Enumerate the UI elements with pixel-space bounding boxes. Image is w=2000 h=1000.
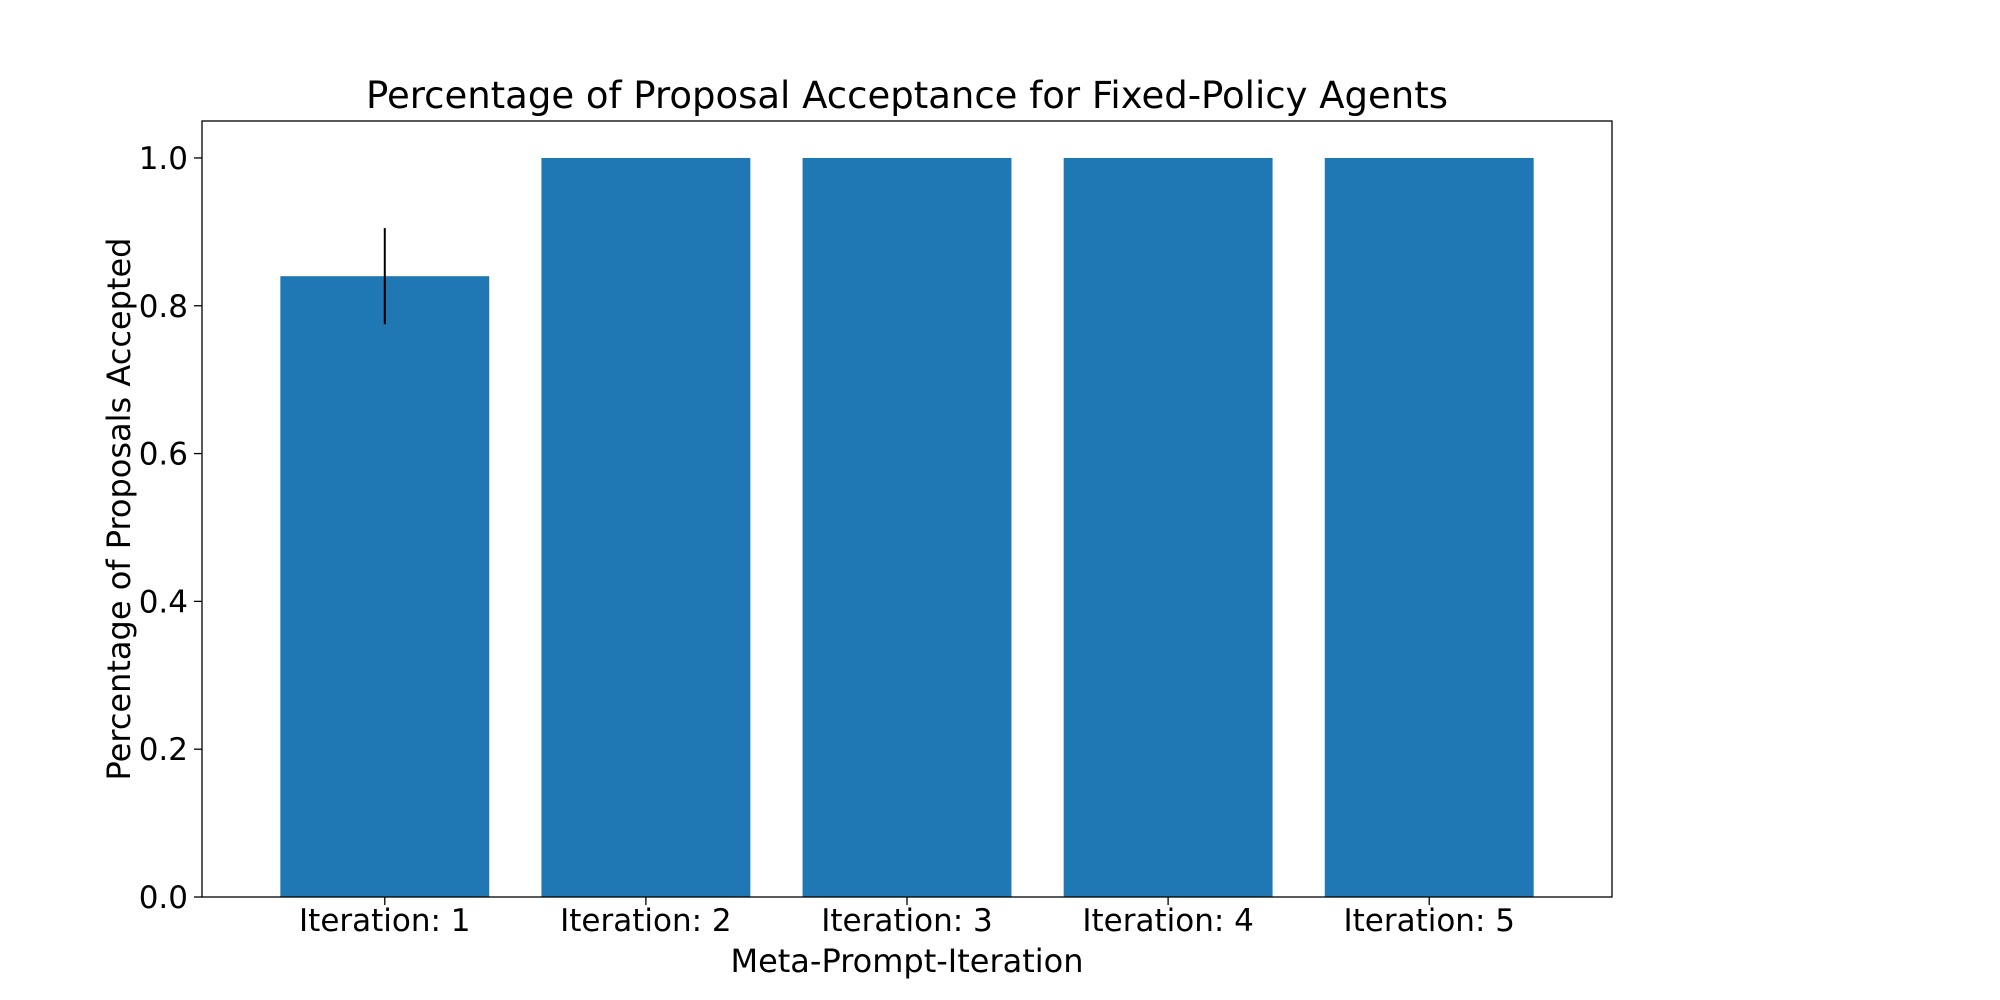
bar-5 bbox=[1324, 157, 1534, 897]
x-axis-label: Meta-Prompt-Iteration bbox=[730, 942, 1083, 980]
bar-1 bbox=[280, 276, 490, 897]
x-tick-label-3: Iteration: 3 bbox=[821, 903, 993, 939]
y-tick-label-1: 0.2 bbox=[139, 732, 188, 768]
x-tick-label-2: Iteration: 2 bbox=[560, 903, 732, 939]
bar-3 bbox=[802, 157, 1012, 897]
bars-group bbox=[280, 157, 1534, 897]
chart-title: Percentage of Proposal Acceptance for Fi… bbox=[366, 74, 1448, 117]
x-axis-ticks: Iteration: 1 Iteration: 2 Iteration: 3 Iter… bbox=[299, 897, 1515, 939]
y-axis-ticks: 0.0 0.2 0.4 0.6 0.8 1.0 bbox=[139, 141, 202, 916]
y-tick-label-0: 0.0 bbox=[139, 880, 188, 916]
x-tick-label-1: Iteration: 1 bbox=[299, 903, 471, 939]
y-axis-label: Percentage of Proposals Accepted bbox=[100, 238, 138, 781]
y-tick-label-5: 1.0 bbox=[139, 141, 188, 177]
y-tick-label-4: 0.8 bbox=[139, 289, 188, 325]
x-tick-label-4: Iteration: 4 bbox=[1082, 903, 1254, 939]
bar-2 bbox=[541, 157, 751, 897]
y-tick-label-2: 0.4 bbox=[139, 584, 188, 620]
y-tick-label-3: 0.6 bbox=[139, 437, 188, 473]
x-tick-label-5: Iteration: 5 bbox=[1343, 903, 1515, 939]
bar-4 bbox=[1063, 157, 1273, 897]
